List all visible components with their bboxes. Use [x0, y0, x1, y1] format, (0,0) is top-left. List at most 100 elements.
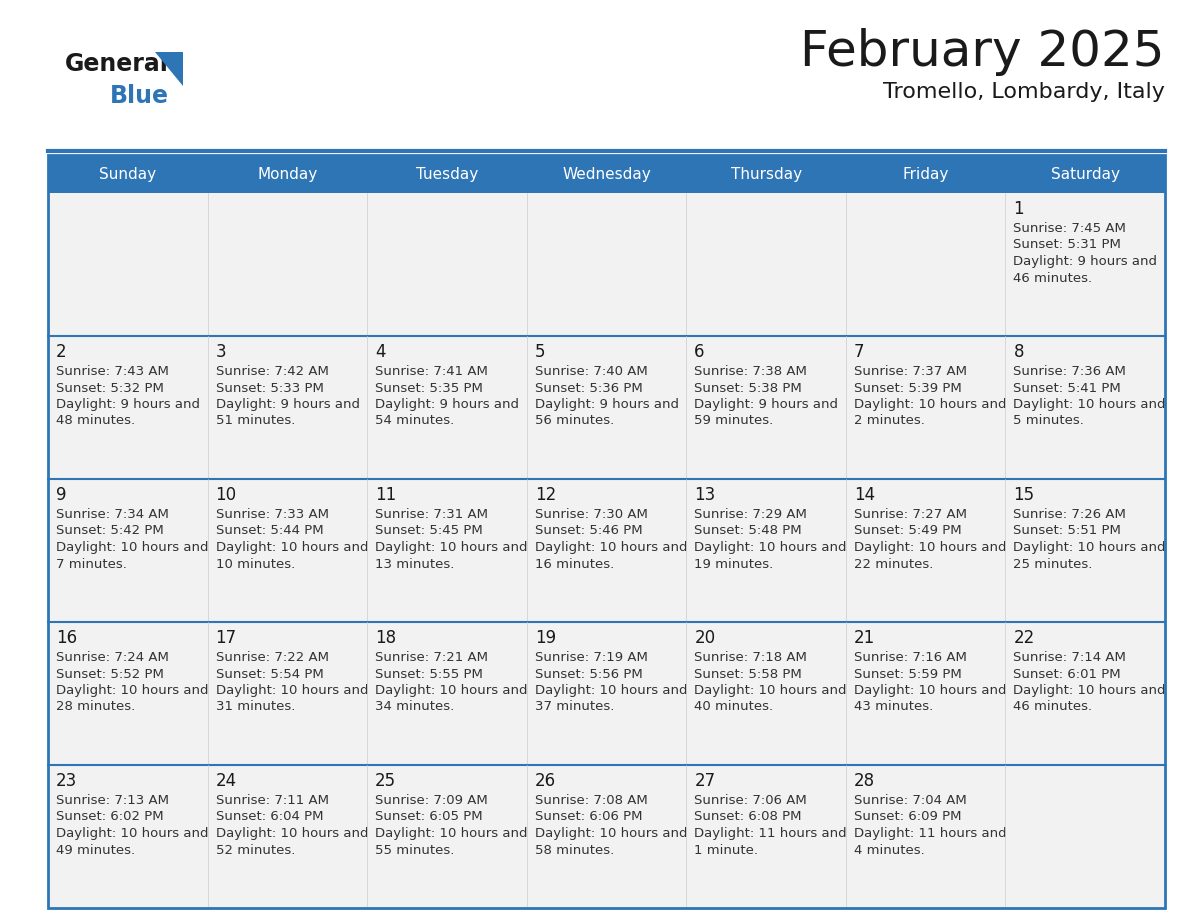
- Text: Sunset: 6:05 PM: Sunset: 6:05 PM: [375, 811, 482, 823]
- Text: 54 minutes.: 54 minutes.: [375, 415, 454, 428]
- Text: 2 minutes.: 2 minutes.: [854, 415, 924, 428]
- Bar: [48, 155, 1165, 908]
- Text: 7: 7: [854, 343, 865, 361]
- Text: Sunrise: 7:30 AM: Sunrise: 7:30 AM: [535, 508, 647, 521]
- Text: Sunset: 6:06 PM: Sunset: 6:06 PM: [535, 811, 643, 823]
- Bar: [1005, 765, 1165, 908]
- Text: 13 minutes.: 13 minutes.: [375, 557, 455, 570]
- Text: 49 minutes.: 49 minutes.: [56, 844, 135, 856]
- Text: Sunset: 5:48 PM: Sunset: 5:48 PM: [694, 524, 802, 538]
- Bar: [846, 622, 1005, 765]
- Bar: [208, 193, 367, 336]
- Text: 1: 1: [1013, 200, 1024, 218]
- Text: Daylight: 9 hours and: Daylight: 9 hours and: [694, 398, 839, 411]
- Bar: [1005, 155, 1165, 193]
- Text: 25 minutes.: 25 minutes.: [1013, 557, 1093, 570]
- Text: 10 minutes.: 10 minutes.: [215, 557, 295, 570]
- Text: Sunset: 5:42 PM: Sunset: 5:42 PM: [56, 524, 164, 538]
- Text: Sunrise: 7:06 AM: Sunrise: 7:06 AM: [694, 794, 807, 807]
- Text: Sunrise: 7:04 AM: Sunrise: 7:04 AM: [854, 794, 967, 807]
- Text: Sunset: 6:01 PM: Sunset: 6:01 PM: [1013, 667, 1121, 680]
- Bar: [846, 155, 1005, 193]
- Bar: [208, 336, 367, 479]
- Text: 25: 25: [375, 772, 397, 790]
- Bar: [526, 765, 687, 908]
- Text: Sunset: 5:51 PM: Sunset: 5:51 PM: [1013, 524, 1121, 538]
- Text: 3: 3: [215, 343, 226, 361]
- Text: 10: 10: [215, 486, 236, 504]
- Text: Sunrise: 7:29 AM: Sunrise: 7:29 AM: [694, 508, 807, 521]
- Text: 20: 20: [694, 629, 715, 647]
- Text: Sunrise: 7:26 AM: Sunrise: 7:26 AM: [1013, 508, 1126, 521]
- Text: 28 minutes.: 28 minutes.: [56, 700, 135, 713]
- Bar: [687, 622, 846, 765]
- Text: Daylight: 10 hours and: Daylight: 10 hours and: [854, 541, 1006, 554]
- Text: 19: 19: [535, 629, 556, 647]
- Bar: [846, 336, 1005, 479]
- Text: Monday: Monday: [258, 166, 317, 182]
- Text: 9: 9: [56, 486, 67, 504]
- Text: Sunrise: 7:18 AM: Sunrise: 7:18 AM: [694, 651, 807, 664]
- Text: Sunset: 5:38 PM: Sunset: 5:38 PM: [694, 382, 802, 395]
- Text: Sunrise: 7:37 AM: Sunrise: 7:37 AM: [854, 365, 967, 378]
- Bar: [1005, 336, 1165, 479]
- Text: 19 minutes.: 19 minutes.: [694, 557, 773, 570]
- Text: Tuesday: Tuesday: [416, 166, 478, 182]
- Text: 4: 4: [375, 343, 386, 361]
- Bar: [208, 155, 367, 193]
- Text: Sunset: 5:33 PM: Sunset: 5:33 PM: [215, 382, 323, 395]
- Bar: [526, 479, 687, 622]
- Text: Sunset: 6:08 PM: Sunset: 6:08 PM: [694, 811, 802, 823]
- Text: 17: 17: [215, 629, 236, 647]
- Text: 22 minutes.: 22 minutes.: [854, 557, 934, 570]
- Text: Daylight: 9 hours and: Daylight: 9 hours and: [375, 398, 519, 411]
- Text: Daylight: 10 hours and: Daylight: 10 hours and: [535, 541, 687, 554]
- Text: Daylight: 10 hours and: Daylight: 10 hours and: [1013, 398, 1165, 411]
- Bar: [367, 155, 526, 193]
- Text: 23: 23: [56, 772, 77, 790]
- Text: Sunrise: 7:34 AM: Sunrise: 7:34 AM: [56, 508, 169, 521]
- Bar: [1005, 479, 1165, 622]
- Bar: [367, 622, 526, 765]
- Text: 1 minute.: 1 minute.: [694, 844, 758, 856]
- Bar: [367, 479, 526, 622]
- Bar: [208, 479, 367, 622]
- Text: Sunrise: 7:13 AM: Sunrise: 7:13 AM: [56, 794, 169, 807]
- Bar: [367, 336, 526, 479]
- Text: Sunrise: 7:14 AM: Sunrise: 7:14 AM: [1013, 651, 1126, 664]
- Text: Sunrise: 7:43 AM: Sunrise: 7:43 AM: [56, 365, 169, 378]
- Bar: [687, 479, 846, 622]
- Text: 52 minutes.: 52 minutes.: [215, 844, 295, 856]
- Text: Sunrise: 7:16 AM: Sunrise: 7:16 AM: [854, 651, 967, 664]
- Text: Sunset: 5:35 PM: Sunset: 5:35 PM: [375, 382, 484, 395]
- Text: Sunset: 5:58 PM: Sunset: 5:58 PM: [694, 667, 802, 680]
- Text: Sunset: 5:46 PM: Sunset: 5:46 PM: [535, 524, 643, 538]
- Text: Sunrise: 7:36 AM: Sunrise: 7:36 AM: [1013, 365, 1126, 378]
- Text: Sunset: 5:59 PM: Sunset: 5:59 PM: [854, 667, 961, 680]
- Text: 34 minutes.: 34 minutes.: [375, 700, 454, 713]
- Text: Daylight: 10 hours and: Daylight: 10 hours and: [375, 541, 527, 554]
- Text: Sunrise: 7:21 AM: Sunrise: 7:21 AM: [375, 651, 488, 664]
- Text: Daylight: 10 hours and: Daylight: 10 hours and: [375, 684, 527, 697]
- Text: 51 minutes.: 51 minutes.: [215, 415, 295, 428]
- Text: Sunset: 5:41 PM: Sunset: 5:41 PM: [1013, 382, 1121, 395]
- Text: 5: 5: [535, 343, 545, 361]
- Text: 15: 15: [1013, 486, 1035, 504]
- Text: 22: 22: [1013, 629, 1035, 647]
- Text: Daylight: 10 hours and: Daylight: 10 hours and: [215, 684, 368, 697]
- Text: Daylight: 10 hours and: Daylight: 10 hours and: [1013, 541, 1165, 554]
- Text: Sunset: 6:04 PM: Sunset: 6:04 PM: [215, 811, 323, 823]
- Bar: [367, 765, 526, 908]
- Text: 46 minutes.: 46 minutes.: [1013, 700, 1093, 713]
- Text: General: General: [65, 52, 169, 76]
- Text: Sunrise: 7:41 AM: Sunrise: 7:41 AM: [375, 365, 488, 378]
- Text: Sunset: 6:02 PM: Sunset: 6:02 PM: [56, 811, 164, 823]
- Text: Daylight: 9 hours and: Daylight: 9 hours and: [1013, 255, 1157, 268]
- Text: Daylight: 9 hours and: Daylight: 9 hours and: [535, 398, 678, 411]
- Text: Sunset: 5:32 PM: Sunset: 5:32 PM: [56, 382, 164, 395]
- Text: Daylight: 10 hours and: Daylight: 10 hours and: [215, 541, 368, 554]
- Text: 28: 28: [854, 772, 876, 790]
- Text: Daylight: 9 hours and: Daylight: 9 hours and: [215, 398, 360, 411]
- Text: Sunrise: 7:40 AM: Sunrise: 7:40 AM: [535, 365, 647, 378]
- Text: Sunrise: 7:09 AM: Sunrise: 7:09 AM: [375, 794, 488, 807]
